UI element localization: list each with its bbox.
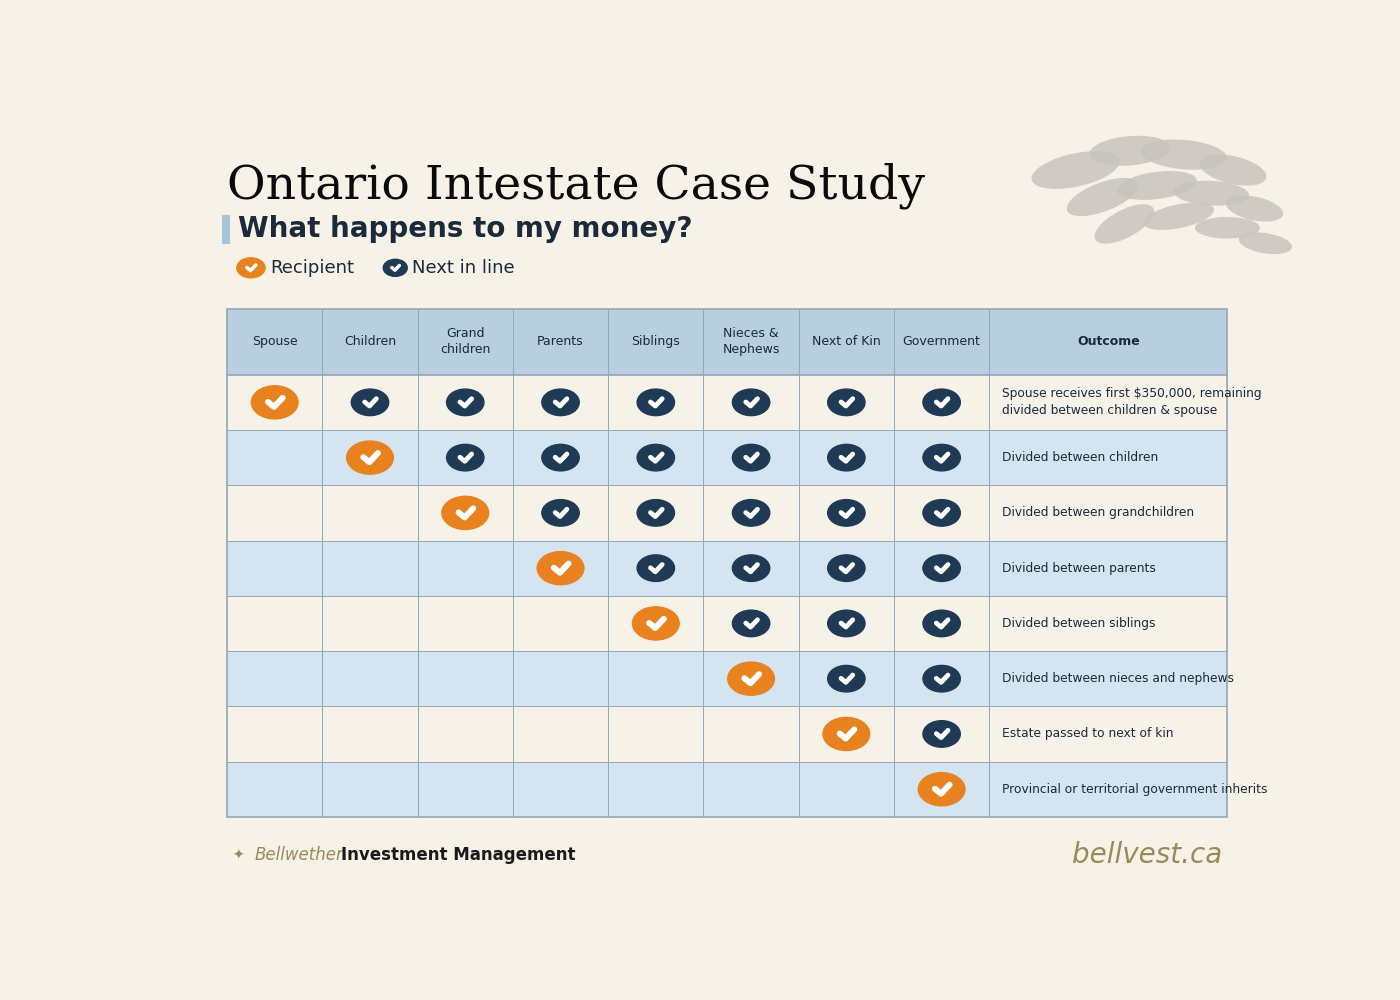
Circle shape [827,444,865,471]
Text: Divided between nieces and nephews: Divided between nieces and nephews [1002,672,1235,685]
Text: Spouse: Spouse [252,335,298,348]
Circle shape [637,555,675,581]
Circle shape [732,555,770,581]
Circle shape [923,444,960,471]
Bar [227,706,1228,762]
Circle shape [923,610,960,637]
Circle shape [923,389,960,416]
Text: Government: Government [903,335,980,348]
Circle shape [827,500,865,526]
Text: Divided between parents: Divided between parents [1002,562,1156,575]
Circle shape [637,389,675,416]
Circle shape [918,773,965,806]
Circle shape [732,610,770,637]
Circle shape [442,496,489,529]
Text: Spouse receives first $350,000, remaining
divided between children & spouse: Spouse receives first $350,000, remainin… [1002,387,1261,417]
Text: Investment Management: Investment Management [342,846,575,864]
Circle shape [827,665,865,692]
Bar [227,651,1228,706]
Circle shape [542,500,580,526]
Ellipse shape [1144,203,1214,230]
Circle shape [637,500,675,526]
Text: Next in line: Next in line [412,259,514,277]
Text: Outcome: Outcome [1077,335,1140,348]
Circle shape [351,389,389,416]
Circle shape [347,441,393,474]
Ellipse shape [1141,140,1228,170]
Text: Parents: Parents [538,335,584,348]
Text: What happens to my money?: What happens to my money? [238,215,693,243]
Circle shape [827,389,865,416]
Ellipse shape [1226,196,1284,222]
Circle shape [827,555,865,581]
Text: ✦: ✦ [232,848,244,862]
Text: Next of Kin: Next of Kin [812,335,881,348]
Ellipse shape [1067,178,1138,216]
Text: Divided between grandchildren: Divided between grandchildren [1002,506,1194,519]
Text: Provincial or territorial government inherits: Provincial or territorial government inh… [1002,783,1268,796]
Bar [227,375,1228,430]
Circle shape [542,444,580,471]
Bar [227,430,1228,485]
Text: Bellwether: Bellwether [255,846,343,864]
Circle shape [827,610,865,637]
Ellipse shape [1089,136,1170,166]
Circle shape [923,721,960,747]
Bar [227,541,1228,596]
Circle shape [542,389,580,416]
Bar [221,215,231,244]
Text: Estate passed to next of kin: Estate passed to next of kin [1002,727,1173,740]
Circle shape [923,500,960,526]
Circle shape [252,386,298,419]
Ellipse shape [1173,181,1249,206]
Bar [227,309,1228,817]
Bar [227,309,1228,375]
Text: Ontario Intestate Case Study: Ontario Intestate Case Study [227,162,925,209]
Circle shape [447,389,484,416]
Bar [227,596,1228,651]
Circle shape [923,665,960,692]
Ellipse shape [1196,217,1260,239]
Text: Divided between children: Divided between children [1002,451,1159,464]
Text: Grand
children: Grand children [440,327,490,356]
Circle shape [384,259,407,276]
Bar [227,762,1228,817]
Ellipse shape [1095,204,1154,244]
Ellipse shape [1200,154,1267,186]
Text: Siblings: Siblings [631,335,680,348]
Text: bellvest.ca: bellvest.ca [1072,841,1222,869]
Text: Children: Children [344,335,396,348]
Circle shape [823,717,869,751]
Ellipse shape [1117,171,1197,200]
Circle shape [237,258,265,278]
Text: Divided between siblings: Divided between siblings [1002,617,1156,630]
Circle shape [637,444,675,471]
Circle shape [633,607,679,640]
Text: Recipient: Recipient [270,259,354,277]
Text: Nieces &
Nephews: Nieces & Nephews [722,327,780,356]
Circle shape [923,555,960,581]
Bar [227,485,1228,541]
Circle shape [732,500,770,526]
Circle shape [732,444,770,471]
Circle shape [732,389,770,416]
Circle shape [538,552,584,585]
Circle shape [728,662,774,695]
Circle shape [447,444,484,471]
Ellipse shape [1239,232,1292,254]
Ellipse shape [1032,151,1120,189]
